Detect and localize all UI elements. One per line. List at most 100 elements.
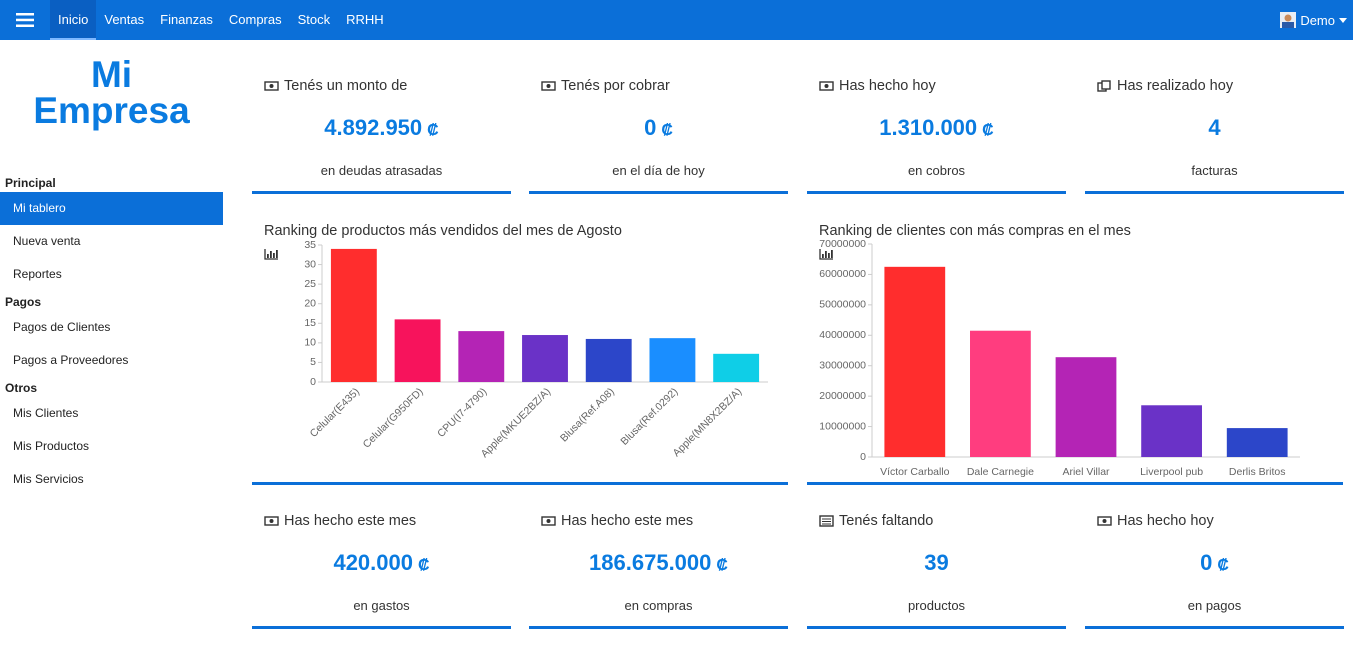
y-tick-label: 20 xyxy=(304,297,316,309)
bar xyxy=(884,266,946,457)
nav-item[interactable]: Inicio xyxy=(50,0,97,40)
card-icon xyxy=(264,249,278,260)
card-title-text: Has hecho hoy xyxy=(839,78,936,94)
side-menu: Principal Mi tablero Nueva venta Reportes Pa… xyxy=(0,172,223,496)
x-tick-label: Liverpool pub xyxy=(1140,466,1203,478)
card-title: Has hecho hoy xyxy=(819,78,936,94)
value-unit: ₡ xyxy=(427,122,439,139)
chart-title-text: Ranking de clientes con más compras en e… xyxy=(819,223,1131,239)
x-tick-label: Derlis Britos xyxy=(1229,466,1286,478)
card-title-text: Tenés por cobrar xyxy=(561,78,670,94)
icon-shape xyxy=(541,81,556,91)
bar xyxy=(330,248,377,382)
user-menu[interactable]: Demo xyxy=(1280,0,1347,40)
y-tick-label: 10 xyxy=(304,337,316,349)
card-title: Tenés un monto de xyxy=(264,78,407,94)
bar xyxy=(1141,405,1202,457)
x-tick-label: Ariel Villar xyxy=(1062,466,1110,478)
icon-shape xyxy=(270,251,272,258)
y-tick-label: 60000000 xyxy=(819,268,866,280)
menu-toggle[interactable] xyxy=(0,0,50,40)
value-unit: ₡ xyxy=(716,557,728,574)
value-number: 4 xyxy=(1208,115,1221,140)
card-title: Tenés faltando xyxy=(819,513,933,529)
nav-item[interactable]: Finanzas xyxy=(160,12,213,27)
card-value: 420.000 ₡ xyxy=(252,550,511,576)
y-tick-label: 30 xyxy=(304,258,316,270)
icon-shape xyxy=(541,516,556,526)
bar xyxy=(1055,357,1117,457)
bar xyxy=(1226,428,1288,457)
nav-item[interactable]: Stock xyxy=(297,12,331,27)
bar xyxy=(458,331,505,382)
bar xyxy=(970,330,1031,457)
menu-item[interactable]: Pagos de Clientes xyxy=(13,320,111,334)
card-title-text: Has hecho este mes xyxy=(561,513,694,529)
value-unit: ₡ xyxy=(1217,557,1229,574)
y-tick-label: 0 xyxy=(310,376,316,388)
icon-shape xyxy=(831,250,833,258)
stat-card: Has realizado hoy 4 facturas xyxy=(1085,70,1344,194)
y-tick-label: 70000000 xyxy=(819,240,866,250)
card-icon xyxy=(541,516,556,526)
value-number: 420.000 xyxy=(333,550,413,575)
menu-item[interactable]: Mis Servicios xyxy=(13,472,84,486)
nav-item[interactable]: RRHH xyxy=(346,12,384,27)
icon-shape xyxy=(269,84,274,88)
nav-item[interactable]: Compras xyxy=(228,12,282,27)
card-value: 4.892.950 ₡ xyxy=(252,115,511,141)
sidebar: Mi Empresa Principal Mi tablero Nueva vent… xyxy=(0,40,223,645)
card-icon xyxy=(819,515,834,527)
value-number: 0 xyxy=(1200,550,1213,575)
menu-item[interactable]: Reportes xyxy=(13,267,62,281)
card-caption: en deudas atrasadas xyxy=(320,163,443,178)
bar xyxy=(394,319,441,382)
menu-item[interactable]: Pagos a Proveedores xyxy=(13,353,129,367)
icon-shape xyxy=(828,253,830,258)
chart-title: Ranking de productos más vendidos del me… xyxy=(264,223,622,260)
y-tick-label: 30000000 xyxy=(819,359,866,371)
section-title: Otros xyxy=(5,381,38,395)
card-caption: productos xyxy=(907,598,966,613)
y-tick-label: 15 xyxy=(304,317,316,329)
value-unit: ₡ xyxy=(661,122,673,139)
value-unit: ₡ xyxy=(982,122,994,139)
x-tick-label: Apple(MN8X2BZ/A) xyxy=(671,386,745,460)
value-number: 39 xyxy=(924,550,949,575)
card-title-text: Has realizado hoy xyxy=(1117,78,1234,94)
chart-panel: Ranking de productos más vendidos del me… xyxy=(252,215,788,485)
value-number: 4.892.950 xyxy=(324,115,423,140)
card-title: Has realizado hoy xyxy=(1097,78,1233,94)
icon-shape xyxy=(269,519,274,523)
navbar: Inicio Ventas Finanzas Compras Stock RRHH Dem… xyxy=(0,0,1353,40)
x-tick-label: Apple(MKUE2BZ/A) xyxy=(479,386,554,461)
card-icon xyxy=(1097,516,1112,526)
menu-item[interactable]: Mis Clientes xyxy=(13,406,79,420)
card-value: 39 xyxy=(807,550,1066,576)
menu-item[interactable]: Mis Productos xyxy=(13,439,90,453)
card-icon xyxy=(264,81,279,91)
x-tick-label: Dale Carnegie xyxy=(967,466,1034,478)
nav-items: Inicio Ventas Finanzas Compras Stock RRHH xyxy=(50,0,392,40)
x-tick-label: Víctor Carballo xyxy=(880,466,950,478)
menu-item[interactable]: Mi tablero xyxy=(0,192,223,225)
card-icon xyxy=(264,516,279,526)
icon-shape xyxy=(273,253,275,258)
x-tick-label: Celular(G950FD) xyxy=(361,386,426,451)
icon-shape xyxy=(822,254,824,258)
menu-item[interactable]: Nueva venta xyxy=(13,234,81,248)
y-tick-label: 35 xyxy=(304,240,316,251)
icon-shape xyxy=(546,84,551,88)
nav-item[interactable]: Ventas xyxy=(104,12,145,27)
icon-shape xyxy=(825,251,827,258)
stat-card: Tenés un monto de 4.892.950 ₡ en deudas atr… xyxy=(252,70,511,194)
icon-shape xyxy=(1097,516,1112,526)
chart-title-text: Ranking de productos más vendidos del me… xyxy=(264,223,622,239)
section-title: Pagos xyxy=(5,295,42,309)
bar xyxy=(522,335,568,382)
card-value: 186.675.000 ₡ xyxy=(529,550,788,576)
card-value: 0 ₡ xyxy=(529,115,788,141)
icon-shape xyxy=(1102,519,1107,523)
card-icon xyxy=(819,81,834,91)
x-tick-label: Blusa(Ref.A08) xyxy=(558,386,617,445)
